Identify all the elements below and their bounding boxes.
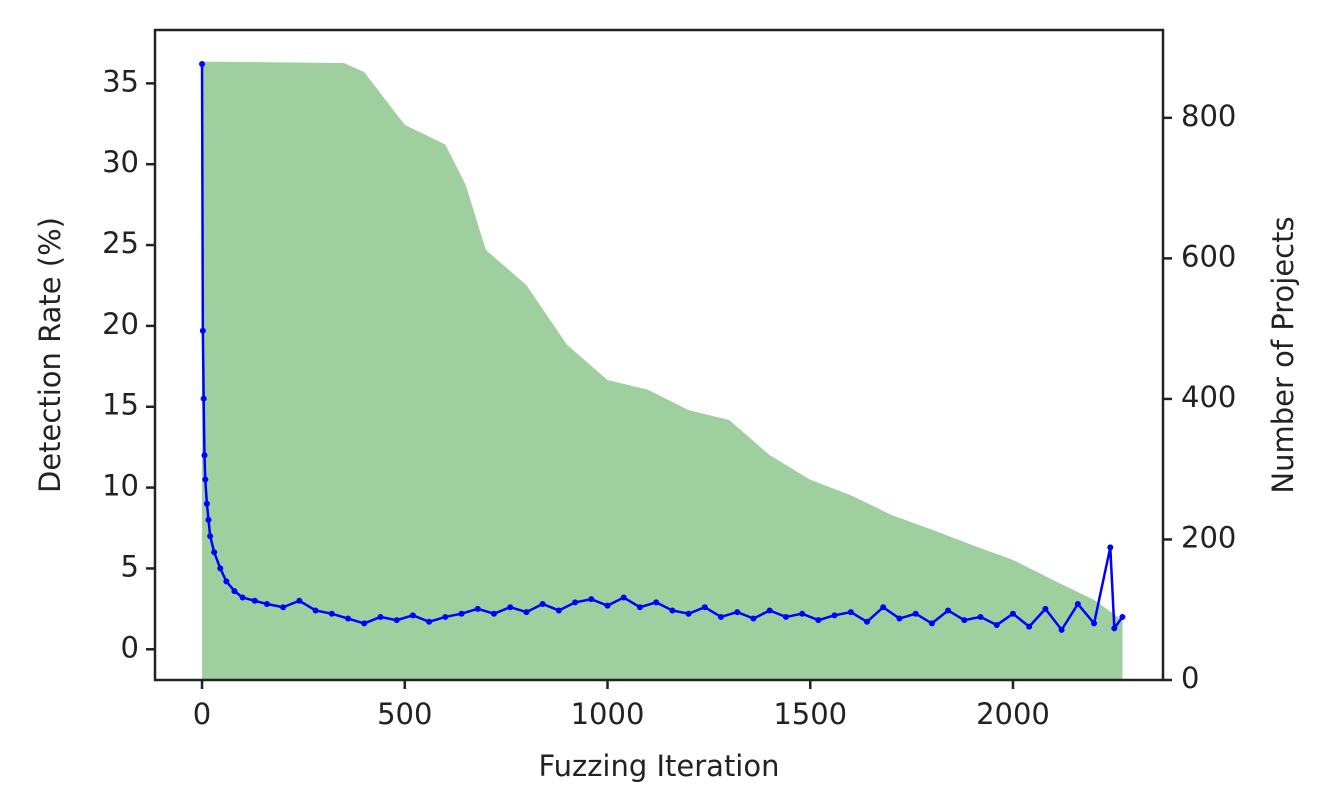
point bbox=[474, 605, 481, 612]
point bbox=[701, 604, 708, 611]
point bbox=[636, 604, 643, 611]
point bbox=[1009, 610, 1016, 617]
point bbox=[217, 565, 224, 572]
point bbox=[669, 607, 676, 614]
point bbox=[1058, 626, 1065, 633]
x-tick-label: 500 bbox=[377, 697, 432, 731]
point bbox=[782, 613, 789, 620]
y-tick-label: 35 bbox=[102, 64, 139, 98]
point bbox=[766, 607, 773, 614]
point bbox=[1119, 613, 1126, 620]
y2-tick-label: 600 bbox=[1181, 239, 1236, 273]
point bbox=[864, 618, 871, 625]
point bbox=[393, 617, 400, 624]
point bbox=[993, 622, 1000, 629]
point bbox=[211, 549, 218, 556]
point bbox=[426, 618, 433, 625]
point bbox=[199, 327, 206, 334]
point bbox=[1091, 620, 1098, 627]
x-axis-label: Fuzzing Iteration bbox=[539, 749, 780, 783]
point bbox=[928, 620, 935, 627]
point bbox=[203, 500, 210, 507]
point bbox=[880, 604, 887, 611]
point bbox=[799, 610, 806, 617]
point bbox=[239, 594, 246, 601]
point bbox=[490, 610, 497, 617]
point bbox=[1111, 625, 1118, 632]
point bbox=[977, 613, 984, 620]
point bbox=[409, 612, 416, 619]
point bbox=[572, 599, 579, 606]
point bbox=[458, 610, 465, 617]
x-tick-label: 1000 bbox=[571, 697, 645, 731]
point bbox=[361, 620, 368, 627]
point bbox=[539, 601, 546, 608]
point bbox=[653, 599, 660, 606]
point bbox=[685, 610, 692, 617]
point bbox=[718, 613, 725, 620]
point bbox=[750, 615, 757, 622]
point bbox=[912, 610, 919, 617]
point bbox=[604, 602, 611, 609]
x-tick-label: 0 bbox=[193, 697, 211, 731]
y-tick-label: 15 bbox=[102, 388, 139, 422]
y-tick-label: 25 bbox=[102, 226, 139, 260]
point bbox=[523, 609, 530, 616]
area bbox=[202, 61, 1123, 680]
point bbox=[202, 476, 209, 483]
point bbox=[442, 613, 449, 620]
point bbox=[201, 452, 208, 459]
x-tick-label: 1500 bbox=[773, 697, 847, 731]
point bbox=[961, 617, 968, 624]
point bbox=[815, 617, 822, 624]
point bbox=[1107, 544, 1114, 551]
point bbox=[312, 607, 319, 614]
y2-tick-label: 400 bbox=[1181, 380, 1236, 414]
point bbox=[200, 395, 207, 402]
point bbox=[945, 607, 952, 614]
point bbox=[555, 607, 562, 614]
y2-tick-label: 200 bbox=[1181, 520, 1236, 554]
plot-frame bbox=[153, 28, 1165, 682]
y2-tick-label: 0 bbox=[1181, 661, 1199, 695]
point bbox=[896, 615, 903, 622]
point bbox=[199, 60, 206, 67]
point bbox=[847, 609, 854, 616]
point bbox=[251, 597, 258, 604]
point bbox=[296, 597, 303, 604]
point bbox=[328, 610, 335, 617]
point bbox=[507, 604, 514, 611]
point bbox=[280, 604, 287, 611]
point bbox=[207, 533, 214, 540]
point bbox=[620, 594, 627, 601]
point bbox=[205, 516, 212, 523]
y-tick-label: 10 bbox=[102, 469, 139, 503]
y-tick-label: 30 bbox=[102, 145, 139, 179]
x-tick-label: 2000 bbox=[976, 697, 1050, 731]
y2-axis-label: Number of Projects bbox=[1266, 216, 1300, 493]
y-tick-label: 5 bbox=[121, 549, 139, 583]
point bbox=[345, 615, 352, 622]
y2-tick-label: 800 bbox=[1181, 99, 1236, 133]
y-axis-label: Detection Rate (%) bbox=[33, 217, 67, 493]
point bbox=[263, 601, 270, 608]
point bbox=[734, 609, 741, 616]
point bbox=[1074, 601, 1081, 608]
point bbox=[223, 578, 230, 585]
point bbox=[588, 596, 595, 603]
point bbox=[831, 612, 838, 619]
point bbox=[231, 588, 238, 595]
point bbox=[1042, 605, 1049, 612]
point bbox=[1026, 623, 1033, 630]
y-tick-label: 0 bbox=[121, 630, 139, 664]
y-tick-label: 20 bbox=[102, 307, 139, 341]
point bbox=[377, 613, 384, 620]
